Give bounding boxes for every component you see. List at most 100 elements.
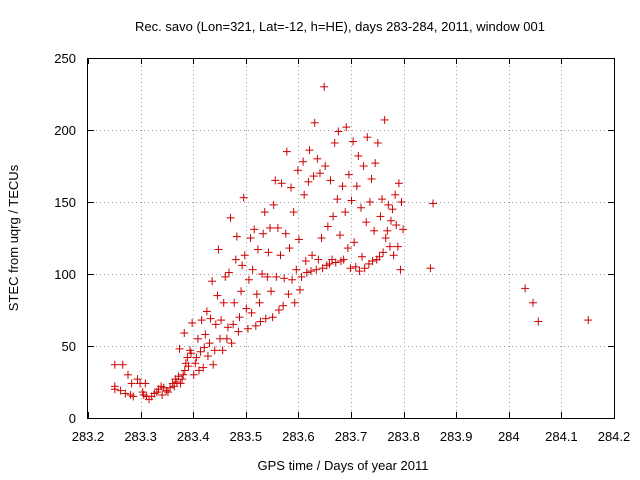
data-point (363, 133, 372, 142)
data-point (232, 232, 241, 241)
data-point (202, 307, 211, 316)
data-point (141, 379, 150, 388)
data-point (192, 353, 201, 362)
data-point (244, 275, 253, 284)
data-point (129, 392, 138, 401)
data-point (256, 317, 265, 326)
data-point (268, 313, 277, 322)
data-point (231, 255, 240, 264)
data-point (325, 259, 334, 268)
data-point (178, 375, 187, 384)
x-tick-label: 283.9 (440, 429, 473, 444)
data-point (193, 334, 202, 343)
data-point (281, 229, 290, 238)
data-point (367, 174, 376, 183)
x-tick-label: 283.3 (124, 429, 157, 444)
data-point (392, 221, 401, 230)
x-axis-label: GPS time / Days of year 2011 (258, 458, 429, 473)
data-point (343, 244, 352, 253)
data-point (299, 157, 308, 166)
data-point (307, 267, 316, 276)
data-point (282, 147, 291, 156)
data-point (362, 218, 371, 227)
data-point (386, 216, 395, 225)
data-point (295, 285, 304, 294)
data-point (209, 360, 218, 369)
data-point (312, 265, 321, 274)
data-point (381, 234, 390, 242)
data-point (110, 385, 119, 394)
grid (88, 58, 614, 418)
data-point (116, 386, 125, 395)
data-point (317, 234, 326, 242)
data-point (261, 314, 270, 323)
data-point (339, 255, 348, 264)
data-point (247, 308, 256, 317)
x-tick-label: 283.7 (335, 429, 368, 444)
data-point (200, 343, 209, 352)
data-point (341, 208, 350, 217)
data-point (391, 190, 400, 199)
data-point (356, 203, 365, 212)
data-point (175, 344, 184, 353)
y-tick-label: 250 (54, 51, 76, 66)
data-point (123, 370, 132, 379)
data-point (344, 170, 353, 179)
data-point (334, 127, 343, 136)
data-point (258, 270, 267, 278)
chart-title: Rec. savo (Lon=321, Lat=-12, h=HE), days… (135, 19, 545, 34)
data-point (371, 159, 380, 168)
data-point (246, 234, 255, 242)
data-point (315, 169, 324, 178)
data-point (287, 183, 296, 192)
data-point (308, 251, 317, 260)
data-point (284, 290, 293, 299)
data-point (260, 208, 269, 217)
data-point (118, 360, 127, 369)
data-point (110, 360, 119, 369)
data-point (293, 166, 302, 175)
data-point (378, 195, 387, 204)
x-tick-label: 284.2 (598, 429, 631, 444)
data-point (158, 390, 167, 399)
data-point (354, 151, 363, 160)
data-point (326, 176, 335, 185)
data-point (269, 200, 278, 209)
data-point (205, 339, 214, 348)
data-point (534, 317, 543, 326)
data-point (375, 252, 384, 261)
data-point (213, 291, 222, 300)
data-point (350, 238, 359, 247)
data-point (191, 359, 200, 368)
data-point (234, 327, 243, 336)
data-point (310, 118, 319, 127)
x-tick-label: 284.1 (545, 429, 578, 444)
data-point (294, 235, 303, 244)
data-point (226, 213, 235, 222)
x-tick-labels: 283.2 283.3 283.4 283.5 283.6 283.7 283.8 283.9… (72, 429, 631, 444)
data-point (252, 290, 261, 299)
data-point (180, 329, 189, 338)
data-point (218, 346, 227, 355)
data-point (355, 267, 364, 276)
data-point (323, 222, 332, 231)
data-point (358, 252, 367, 261)
data-point (222, 334, 231, 343)
data-point (230, 298, 239, 307)
data-point (300, 190, 309, 199)
data-point (379, 248, 388, 257)
data-point (276, 251, 285, 260)
data-point (267, 287, 276, 296)
data-point (208, 277, 217, 286)
data-point (301, 257, 310, 266)
data-point (373, 138, 382, 147)
data-point (251, 321, 260, 330)
data-point (331, 258, 340, 267)
data-point (253, 245, 262, 254)
data-point (370, 226, 379, 235)
data-point (290, 298, 299, 307)
data-point (197, 316, 206, 325)
data-point (243, 324, 252, 333)
data-point (426, 264, 435, 273)
